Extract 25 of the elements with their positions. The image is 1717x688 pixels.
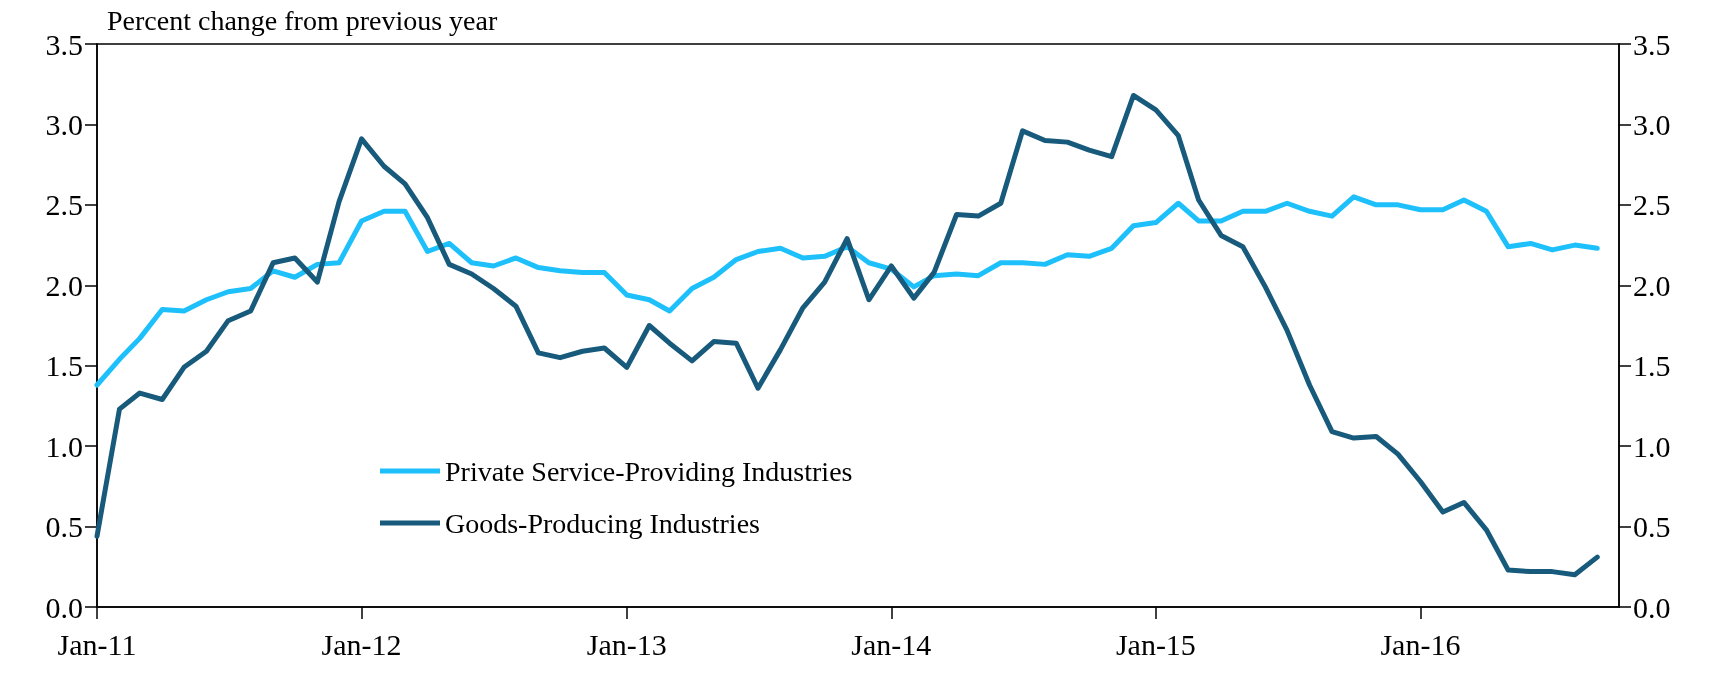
y2-tick-label: 0.0 (1633, 590, 1671, 624)
y2-tick-label: 1.0 (1633, 429, 1671, 463)
x-tick-label: Jan-12 (321, 627, 402, 661)
x-tick-label: Jan-16 (1380, 627, 1461, 661)
legend-label: Goods-Producing Industries (445, 507, 760, 539)
y2-tick-label: 3.0 (1633, 107, 1671, 141)
x-tick-label: Jan-11 (57, 627, 137, 661)
y2-tick-label: 3.5 (1633, 27, 1671, 61)
y2-tick-label: 1.5 (1633, 349, 1671, 383)
y2-tick-label: 0.5 (1633, 510, 1671, 544)
y-tick-label: 3.5 (45, 27, 83, 61)
x-tick-label: Jan-15 (1115, 627, 1196, 661)
y2-tick-label: 2.0 (1633, 268, 1671, 302)
legend-label: Private Service-Providing Industries (445, 455, 853, 487)
y-tick-label: 1.0 (45, 429, 83, 463)
y-tick-label: 2.5 (45, 188, 83, 222)
x-tick-label: Jan-14 (851, 627, 932, 661)
y-tick-label: 0.5 (45, 510, 83, 544)
y-tick-label: 2.0 (45, 268, 83, 302)
y-tick-label: 0.0 (45, 590, 83, 624)
y-tick-label: 3.0 (45, 107, 83, 141)
y2-tick-label: 2.5 (1633, 188, 1671, 222)
y-tick-label: 1.5 (45, 349, 83, 383)
y-axis-title: Percent change from previous year (107, 4, 498, 36)
x-tick-label: Jan-13 (586, 627, 667, 661)
